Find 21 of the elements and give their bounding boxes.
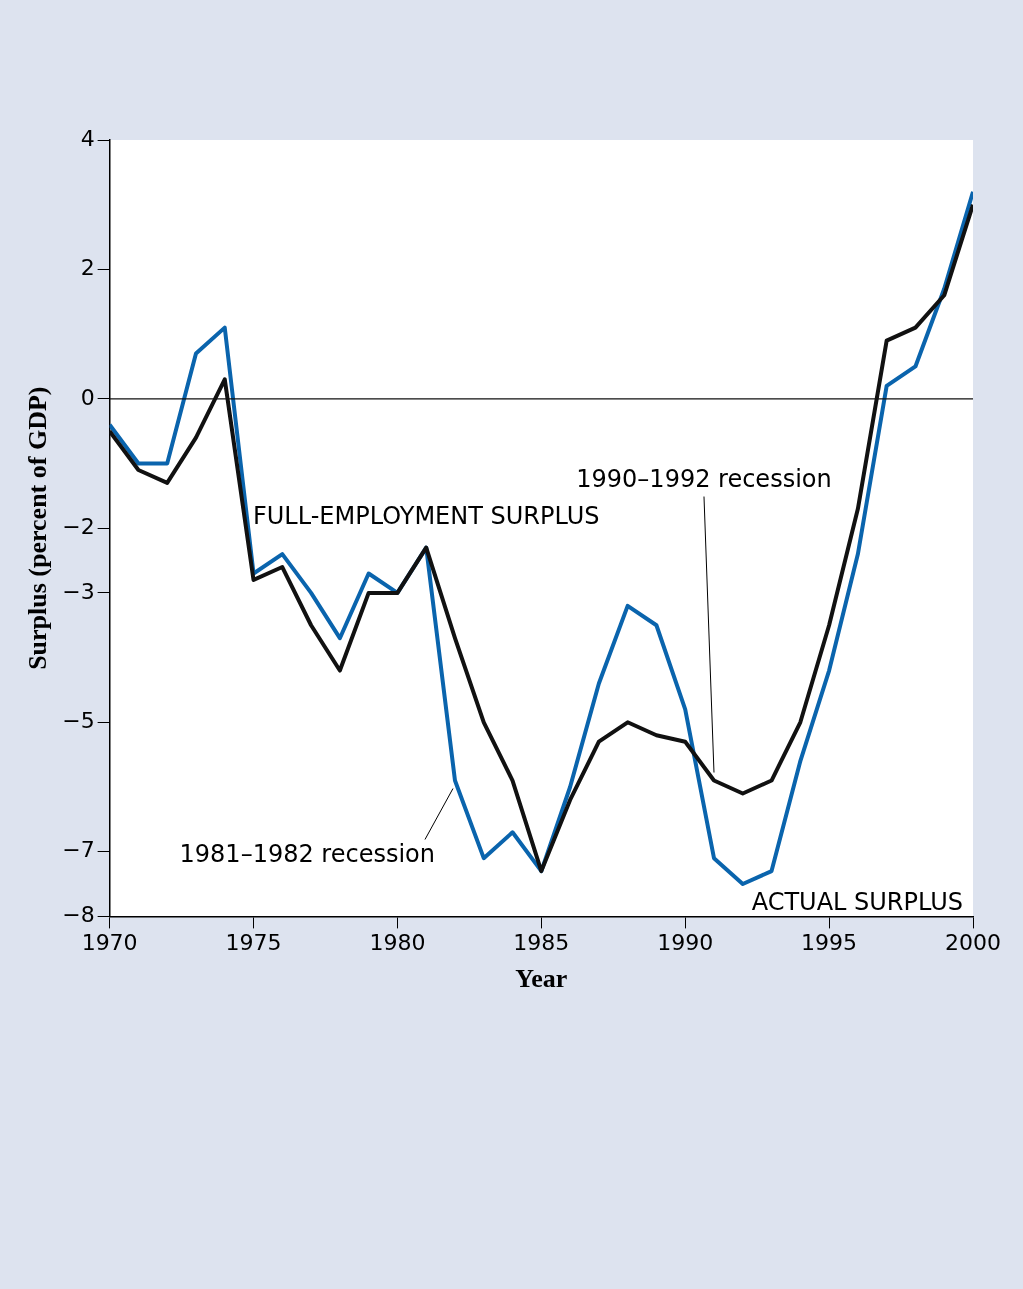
x-tick-label: 1980: [369, 930, 426, 956]
y-tick-label: 2: [80, 255, 95, 281]
y-axis-title: Surplus (percent of GDP): [23, 386, 53, 670]
annotation: 1981–1982 recession: [179, 839, 435, 868]
y-tick-label: −2: [62, 513, 95, 539]
annotation: 1990–1992 recession: [576, 464, 832, 493]
x-tick-label: 1970: [81, 930, 138, 956]
x-tick-label: 1985: [513, 930, 570, 956]
x-tick-label: 1990: [657, 930, 714, 956]
y-tick-label: −8: [62, 902, 95, 928]
x-axis-title: Year: [515, 964, 568, 994]
x-tick-label: 2000: [945, 930, 1001, 956]
series-label: FULL-EMPLOYMENT SURPLUS: [252, 501, 600, 530]
y-tick-label: −7: [62, 837, 95, 863]
y-tick-label: 0: [80, 384, 95, 410]
y-tick-label: −3: [62, 578, 95, 604]
y-tick-label: −5: [62, 708, 95, 734]
x-tick-label: 1975: [225, 930, 282, 956]
y-tick-label: 4: [80, 125, 95, 151]
series-label: ACTUAL SURPLUS: [751, 888, 963, 917]
x-tick-label: 1995: [801, 930, 858, 956]
